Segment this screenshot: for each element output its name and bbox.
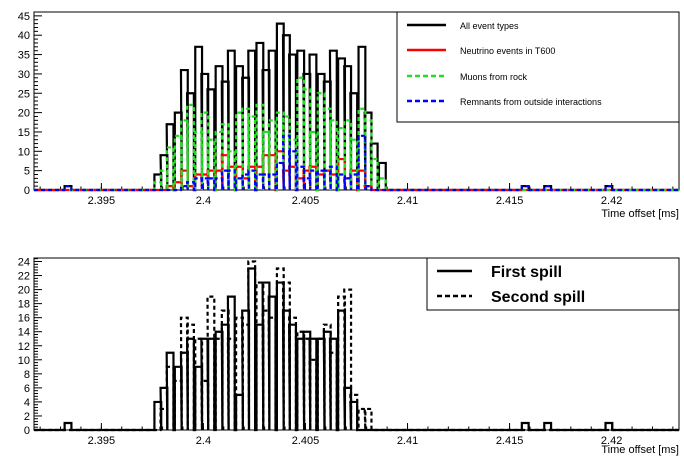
top-y-tick-label: 15 [18, 127, 30, 139]
bottom-x-tick-label: 2.41 [397, 435, 418, 447]
top-series-group [34, 22, 679, 192]
top-x-tick-label: 2.4 [196, 195, 211, 207]
bottom-y-tick-label: 14 [18, 327, 30, 339]
bottom-x-tick-label: 2.405 [292, 435, 320, 447]
bottom-series-second-spill [34, 260, 679, 432]
bottom-y-tick-label: 4 [24, 397, 30, 409]
bottom-y-tick-label: 20 [18, 285, 30, 297]
top-legend-box [396, 11, 680, 123]
top-x-tick-label: 2.41 [397, 195, 418, 207]
bottom-x-tick-label: 2.395 [88, 435, 116, 447]
legend-label-first-spill: First spill [491, 264, 562, 281]
bottom-x-tick-label: 2.415 [496, 435, 524, 447]
bottom-y-tick-label: 10 [18, 355, 30, 367]
bottom-legend: First spill Second spill [426, 257, 680, 311]
bottom-histogram-panel: 2.395 2.4 2.405 2.41 2.415 2.42 0246810121416… [18, 257, 680, 456]
top-y-tick-label: 10 [18, 146, 30, 158]
top-y-tick-label: 5 [24, 166, 30, 178]
top-x-tick-label: 2.405 [292, 195, 320, 207]
legend-label-second-spill: Second spill [491, 289, 585, 306]
top-y-tick-label: 45 [18, 11, 30, 23]
bottom-legend-box [426, 257, 680, 311]
bottom-y-tick-label: 8 [24, 369, 30, 381]
bottom-x-tick-label: 2.4 [196, 435, 211, 447]
top-y-tick-label: 25 [18, 88, 30, 100]
top-x-tick-label: 2.395 [88, 195, 116, 207]
bottom-y-tick-label: 22 [18, 271, 30, 283]
top-x-tick-label: 2.415 [496, 195, 524, 207]
bottom-y-tick-label: 0 [24, 425, 30, 437]
top-x-tick-label: 2.42 [601, 195, 622, 207]
top-y-axis: 0 5 10 15 20 25 30 35 40 45 [18, 11, 42, 197]
top-series-muons-from-rock [34, 76, 679, 192]
top-y-tick-label: 20 [18, 108, 30, 120]
legend-label-all-events: All event types [460, 21, 519, 31]
bottom-y-tick-label: 6 [24, 383, 30, 395]
top-y-tick-label: 35 [18, 50, 30, 62]
bottom-y-tick-label: 2 [24, 411, 30, 423]
top-x-axis: 2.395 2.4 2.405 2.41 2.415 2.42 [39, 183, 674, 207]
legend-label-neutrino: Neutrino events in T600 [460, 46, 555, 56]
bottom-y-tick-label: 24 [18, 257, 30, 269]
top-y-tick-label: 40 [18, 30, 30, 42]
top-series-remnants-from-outside-interactions [34, 134, 679, 192]
legend-label-remnants: Remnants from outside interactions [460, 97, 602, 107]
top-legend: All event types Neutrino events in T600 … [396, 11, 680, 123]
bottom-x-axis: 2.395 2.4 2.405 2.41 2.415 2.42 [39, 423, 674, 447]
top-y-tick-label: 30 [18, 69, 30, 81]
bottom-series-group [34, 260, 679, 432]
bottom-x-tick-label: 2.42 [601, 435, 622, 447]
legend-label-muons: Muons from rock [460, 72, 528, 82]
bottom-x-axis-label: Time offset [ms] [601, 444, 679, 456]
bottom-y-tick-label: 12 [18, 341, 30, 353]
bottom-y-tick-label: 18 [18, 299, 30, 311]
top-y-tick-label: 0 [24, 185, 30, 197]
bottom-y-tick-label: 16 [18, 313, 30, 325]
top-histogram-panel: 2.395 2.4 2.405 2.41 2.415 2.42 0 5 10 15 20 25 30 3… [18, 11, 680, 220]
top-x-axis-label: Time offset [ms] [601, 208, 679, 220]
